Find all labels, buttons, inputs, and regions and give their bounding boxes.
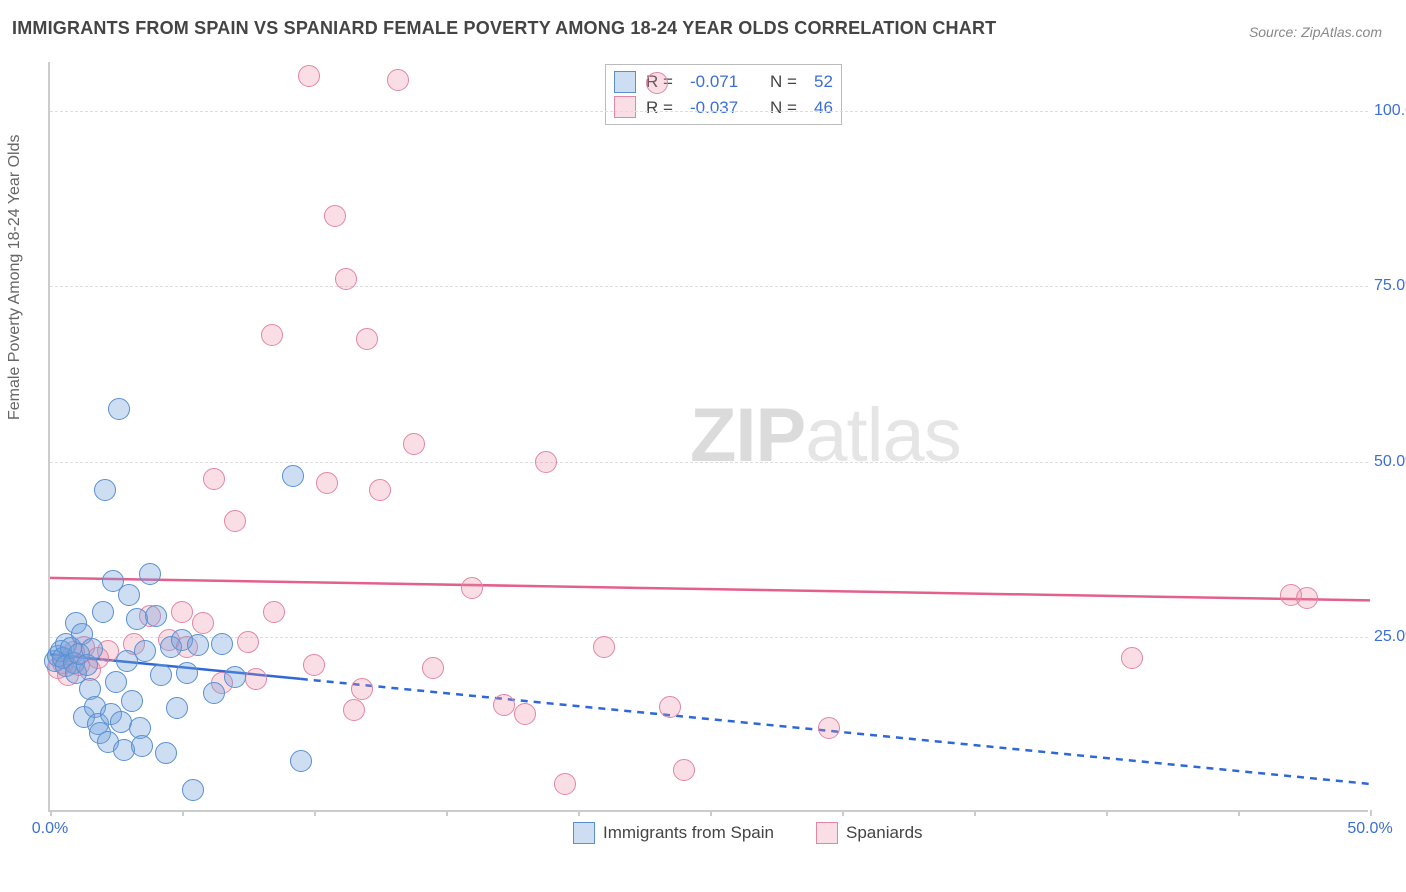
x-tick — [710, 810, 712, 816]
data-point — [1121, 647, 1143, 669]
data-point — [261, 324, 283, 346]
legend-bottom: Immigrants from Spain Spaniards — [573, 822, 923, 844]
data-point — [118, 584, 140, 606]
data-point — [139, 563, 161, 585]
data-point — [203, 682, 225, 704]
data-point — [535, 451, 557, 473]
data-point — [303, 654, 325, 676]
data-point — [134, 640, 156, 662]
data-point — [121, 690, 143, 712]
data-point — [92, 601, 114, 623]
data-point — [237, 631, 259, 653]
gridline — [50, 462, 1368, 463]
data-point — [224, 666, 246, 688]
data-point — [171, 601, 193, 623]
data-point — [403, 433, 425, 455]
data-point — [166, 697, 188, 719]
data-point — [211, 633, 233, 655]
x-tick — [446, 810, 448, 816]
data-point — [646, 72, 668, 94]
data-point — [335, 268, 357, 290]
data-point — [316, 472, 338, 494]
x-tick — [1106, 810, 1108, 816]
legend-label-pink: Spaniards — [846, 823, 923, 843]
data-point — [351, 678, 373, 700]
data-point — [245, 668, 267, 690]
data-point — [387, 69, 409, 91]
data-point — [150, 664, 172, 686]
data-point — [94, 479, 116, 501]
data-point — [659, 696, 681, 718]
data-point — [493, 694, 515, 716]
chart-title: IMMIGRANTS FROM SPAIN VS SPANIARD FEMALE… — [12, 18, 996, 39]
data-point — [203, 468, 225, 490]
data-point — [422, 657, 444, 679]
gridline — [50, 111, 1368, 112]
y-tick-label: 100.0% — [1374, 102, 1406, 120]
data-point — [298, 65, 320, 87]
data-point — [108, 398, 130, 420]
y-tick-label: 25.0% — [1374, 628, 1406, 646]
data-point — [282, 465, 304, 487]
x-tick-label: 50.0% — [1347, 820, 1392, 838]
data-point — [131, 735, 153, 757]
data-point — [461, 577, 483, 599]
x-tick-label: 0.0% — [32, 820, 68, 838]
legend-item-pink: Spaniards — [816, 822, 923, 844]
data-point — [81, 638, 103, 660]
data-point — [1296, 587, 1318, 609]
data-point — [105, 671, 127, 693]
data-point — [176, 662, 198, 684]
data-point — [593, 636, 615, 658]
data-point — [343, 699, 365, 721]
data-point — [673, 759, 695, 781]
data-point — [369, 479, 391, 501]
source-label: Source: ZipAtlas.com — [1249, 24, 1382, 40]
x-tick — [842, 810, 844, 816]
legend-swatch-blue — [573, 822, 595, 844]
legend-label-blue: Immigrants from Spain — [603, 823, 774, 843]
x-tick — [182, 810, 184, 816]
data-point — [187, 634, 209, 656]
x-tick — [1238, 810, 1240, 816]
y-axis-label: Female Poverty Among 18-24 Year Olds — [6, 135, 24, 421]
plot-area: ZIPatlas R = -0.071 N = 52 R = -0.037 N … — [48, 62, 1368, 812]
x-tick — [50, 810, 52, 816]
x-tick — [578, 810, 580, 816]
data-point — [514, 703, 536, 725]
gridline — [50, 286, 1368, 287]
x-tick — [314, 810, 316, 816]
data-point — [182, 779, 204, 801]
data-point — [192, 612, 214, 634]
y-tick-label: 75.0% — [1374, 277, 1406, 295]
data-point — [818, 717, 840, 739]
data-point — [224, 510, 246, 532]
trend-lines — [50, 62, 1368, 810]
y-tick-label: 50.0% — [1374, 453, 1406, 471]
data-point — [290, 750, 312, 772]
data-point — [145, 605, 167, 627]
legend-item-blue: Immigrants from Spain — [573, 822, 774, 844]
legend-swatch-pink — [816, 822, 838, 844]
x-tick — [1370, 810, 1372, 816]
data-point — [263, 601, 285, 623]
data-point — [554, 773, 576, 795]
data-point — [155, 742, 177, 764]
data-point — [324, 205, 346, 227]
data-point — [356, 328, 378, 350]
x-tick — [974, 810, 976, 816]
